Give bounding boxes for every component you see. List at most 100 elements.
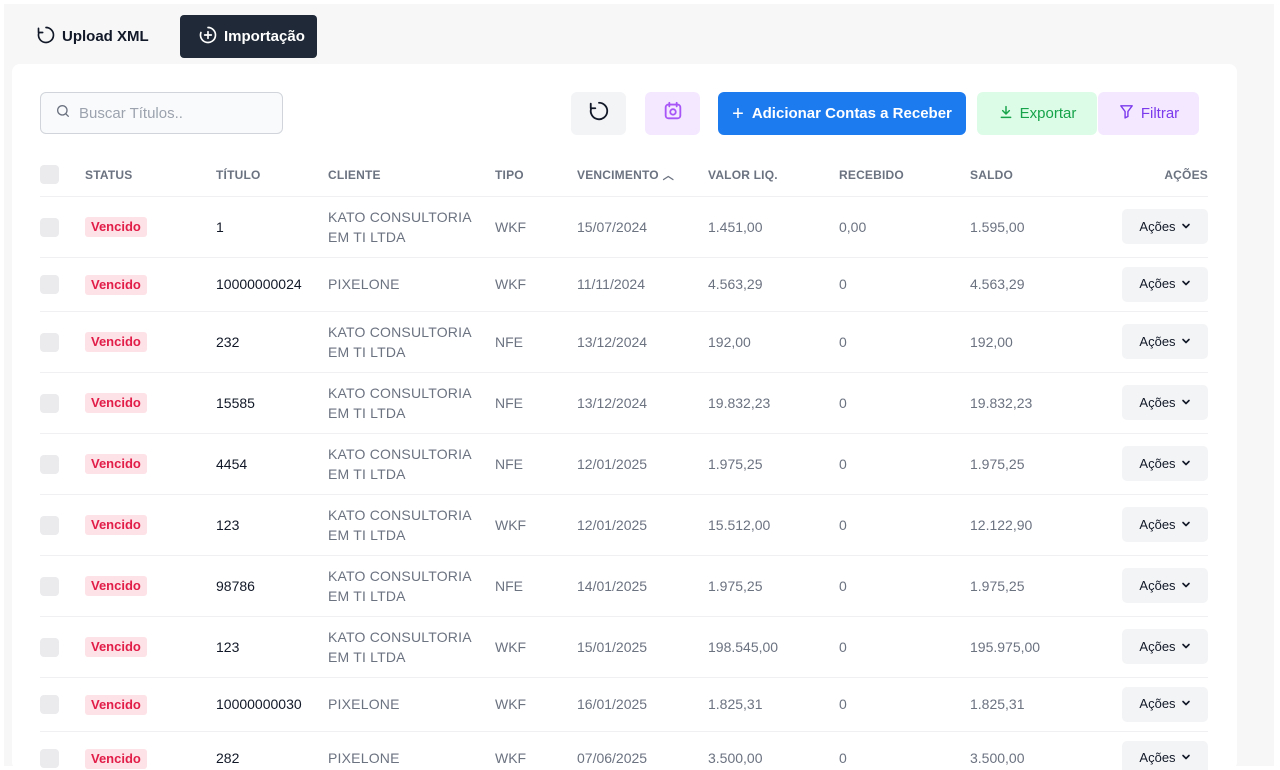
export-button[interactable]: Exportar xyxy=(977,92,1097,135)
acoes-cell: Ações xyxy=(1101,433,1208,495)
row-checkbox[interactable] xyxy=(40,393,59,413)
status-cell: Vencido xyxy=(85,731,216,770)
header-vencimento[interactable]: VENCIMENTO ︿ xyxy=(577,154,708,197)
titulo-cell: 123 xyxy=(216,494,328,556)
row-actions-button[interactable]: Ações xyxy=(1122,686,1208,722)
saldo-cell: 12.122,90 xyxy=(970,494,1101,556)
saldo-cell: 195.975,00 xyxy=(970,616,1101,678)
row-checkbox[interactable] xyxy=(40,576,59,596)
table-row[interactable]: Vencido 123 KATO CONSULTORIA EM TI LTDA WKF… xyxy=(40,494,1208,556)
row-actions-button[interactable]: Ações xyxy=(1122,446,1208,481)
status-badge: Vencido xyxy=(85,515,147,535)
row-actions-button[interactable]: Ações xyxy=(1122,629,1208,664)
header-cliente[interactable]: CLIENTE xyxy=(328,154,495,197)
valor-cell: 4.563,29 xyxy=(708,257,839,312)
table-row[interactable]: Vencido 1 KATO CONSULTORIA EM TI LTDA WKF 15… xyxy=(40,196,1208,258)
chevron-down-icon xyxy=(1181,393,1191,413)
row-checkbox[interactable] xyxy=(40,454,59,474)
status-badge: Vencido xyxy=(85,694,147,715)
saldo-cell: 192,00 xyxy=(970,311,1101,373)
vencimento-cell: 11/11/2024 xyxy=(577,257,708,312)
search-input[interactable] xyxy=(79,104,269,122)
status-badge: Vencido xyxy=(85,217,147,237)
status-cell: Vencido xyxy=(85,196,216,258)
table-row[interactable]: Vencido 4454 KATO CONSULTORIA EM TI LTDA NF… xyxy=(40,433,1208,495)
header-tipo[interactable]: TIPO xyxy=(495,154,577,197)
tab-importacao[interactable]: Importação xyxy=(180,15,317,58)
row-actions-button[interactable]: Ações xyxy=(1122,324,1208,359)
cliente-cell: PIXELONE xyxy=(328,257,495,312)
vencimento-cell: 12/01/2025 xyxy=(577,494,708,556)
tab-upload-xml[interactable]: Upload XML xyxy=(22,15,170,58)
header-titulo[interactable]: TÍTULO xyxy=(216,154,328,197)
vencimento-cell: 07/06/2025 xyxy=(577,731,708,770)
export-label: Exportar xyxy=(1019,105,1077,122)
row-actions-button[interactable]: Ações xyxy=(1122,385,1208,420)
titulo-cell: 10000000024 xyxy=(216,257,328,312)
chevron-down-icon xyxy=(1181,694,1191,714)
status-cell: Vencido xyxy=(85,616,216,678)
table-row[interactable]: Vencido 232 KATO CONSULTORIA EM TI LTDA NFE… xyxy=(40,311,1208,373)
tipo-cell: WKF xyxy=(495,257,577,312)
table-row[interactable]: Vencido 123 KATO CONSULTORIA EM TI LTDA WKF… xyxy=(40,616,1208,678)
row-checkbox[interactable] xyxy=(40,749,59,769)
row-actions-label: Ações xyxy=(1139,577,1176,593)
refresh-button[interactable] xyxy=(571,92,626,135)
titulo-cell: 4454 xyxy=(216,433,328,495)
vencimento-cell: 13/12/2024 xyxy=(577,372,708,434)
search-box[interactable] xyxy=(40,92,283,134)
header-status[interactable]: STATUS xyxy=(85,154,216,197)
filter-button[interactable]: Filtrar xyxy=(1098,92,1199,135)
header-saldo[interactable]: SALDO xyxy=(970,154,1101,197)
add-receivable-button[interactable]: + Adicionar Contas a Receber xyxy=(718,92,966,135)
row-checkbox[interactable] xyxy=(40,695,59,715)
header-recebido[interactable]: RECEBIDO xyxy=(839,154,970,197)
table-row[interactable]: Vencido 15585 KATO CONSULTORIA EM TI LTDA N… xyxy=(40,372,1208,434)
recebido-cell: 0 xyxy=(839,494,970,556)
select-all-checkbox[interactable] xyxy=(40,165,59,185)
import-file-icon xyxy=(198,25,218,49)
vencimento-cell: 16/01/2025 xyxy=(577,677,708,732)
valor-cell: 15.512,00 xyxy=(708,494,839,556)
recebido-cell: 0 xyxy=(839,257,970,312)
search-icon xyxy=(55,103,71,124)
cliente-cell: KATO CONSULTORIA EM TI LTDA xyxy=(328,311,495,373)
row-actions-button[interactable]: Ações xyxy=(1122,209,1208,244)
valor-cell: 198.545,00 xyxy=(708,616,839,678)
tipo-cell: NFE xyxy=(495,311,577,373)
table-row[interactable]: Vencido 10000000024 PIXELONE WKF 11/11/2024 4… xyxy=(40,257,1208,312)
row-checkbox[interactable] xyxy=(40,332,59,352)
tipo-cell: WKF xyxy=(495,196,577,258)
tipo-cell: WKF xyxy=(495,677,577,732)
acoes-cell: Ações xyxy=(1101,616,1208,678)
saldo-cell: 3.500,00 xyxy=(970,731,1101,770)
row-actions-button[interactable]: Ações xyxy=(1122,507,1208,542)
table-row[interactable]: Vencido 282 PIXELONE WKF 07/06/2025 3.500,00 0… xyxy=(40,731,1208,770)
status-cell: Vencido xyxy=(85,311,216,373)
row-actions-button[interactable]: Ações xyxy=(1122,266,1208,302)
status-badge: Vencido xyxy=(85,332,147,352)
table-row[interactable]: Vencido 10000000030 PIXELONE WKF 16/01/2025 1… xyxy=(40,677,1208,732)
table-row[interactable]: Vencido 98786 KATO CONSULTORIA EM TI LTDA N… xyxy=(40,555,1208,617)
vencimento-cell: 15/01/2025 xyxy=(577,616,708,678)
header-valor[interactable]: VALOR LIQ. xyxy=(708,154,839,197)
chevron-down-icon xyxy=(1181,637,1191,657)
calendar-button[interactable] xyxy=(645,92,700,135)
status-cell: Vencido xyxy=(85,372,216,434)
row-actions-button[interactable]: Ações xyxy=(1122,740,1208,770)
titulo-cell: 232 xyxy=(216,311,328,373)
row-checkbox[interactable] xyxy=(40,275,59,295)
valor-cell: 1.975,25 xyxy=(708,433,839,495)
status-cell: Vencido xyxy=(85,494,216,556)
row-actions-button[interactable]: Ações xyxy=(1122,568,1208,603)
table-header-row: STATUS TÍTULO CLIENTE TIPO VENCIMENTO ︿ V… xyxy=(40,154,1208,197)
chevron-down-icon xyxy=(1181,515,1191,535)
status-badge: Vencido xyxy=(85,748,147,769)
acoes-cell: Ações xyxy=(1101,257,1208,312)
cliente-cell: KATO CONSULTORIA EM TI LTDA xyxy=(328,372,495,434)
filter-label: Filtrar xyxy=(1140,105,1180,122)
row-checkbox[interactable] xyxy=(40,637,59,657)
row-checkbox[interactable] xyxy=(40,515,59,535)
row-checkbox[interactable] xyxy=(40,217,59,237)
valor-cell: 3.500,00 xyxy=(708,731,839,770)
